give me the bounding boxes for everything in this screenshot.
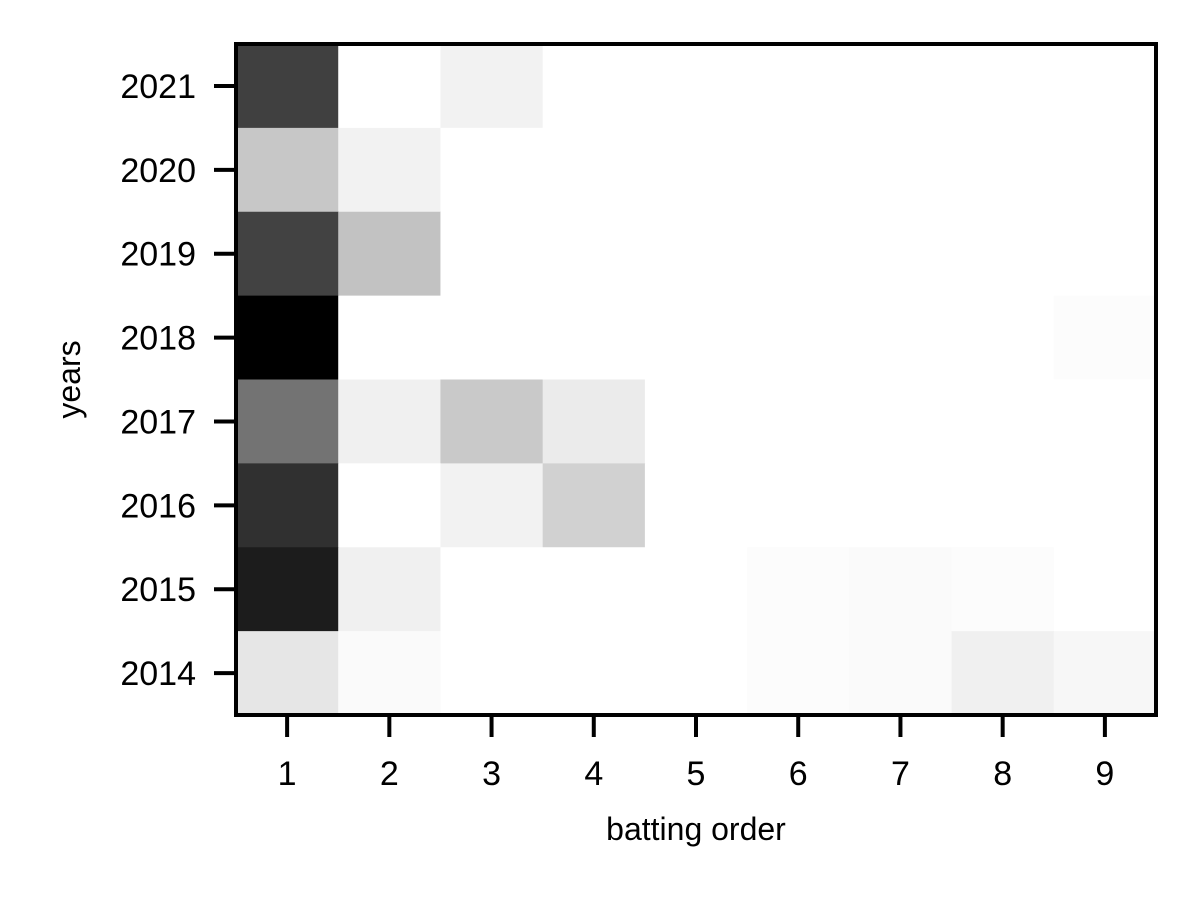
x-tick-label-7: 7 bbox=[891, 755, 910, 793]
heatmap-cell-2021-9 bbox=[1053, 44, 1157, 129]
y-tick-label-2014: 2014 bbox=[120, 655, 196, 693]
heatmap-cell-2014-1 bbox=[236, 631, 339, 716]
heatmap-cell-2015-5 bbox=[644, 547, 748, 632]
heatmap-cell-2017-3 bbox=[440, 379, 544, 464]
heatmap-cell-2016-6 bbox=[747, 463, 850, 548]
heatmap-cell-2020-8 bbox=[951, 127, 1055, 213]
heatmap-cell-2017-8 bbox=[951, 379, 1055, 464]
heatmap-cell-2019-1 bbox=[236, 211, 339, 297]
heatmap-cell-2019-5 bbox=[644, 211, 748, 297]
x-tick-label-5: 5 bbox=[687, 755, 706, 793]
heatmap-cell-2018-3 bbox=[440, 295, 544, 380]
heatmap-cell-2017-9 bbox=[1053, 379, 1157, 464]
heatmap-cell-2016-9 bbox=[1053, 463, 1157, 548]
heatmap-cell-2014-5 bbox=[644, 631, 748, 716]
heatmap-cell-2016-8 bbox=[951, 463, 1055, 548]
x-tick-label-1: 1 bbox=[278, 755, 297, 793]
heatmap-cell-2020-7 bbox=[849, 127, 953, 213]
heatmap-cell-2014-6 bbox=[747, 631, 850, 716]
heatmap-cell-2019-9 bbox=[1053, 211, 1157, 297]
heatmap-cell-2017-5 bbox=[644, 379, 748, 464]
heatmap-cell-2017-4 bbox=[542, 379, 646, 464]
heatmap-cell-2015-1 bbox=[236, 547, 339, 632]
heatmap-cell-2017-2 bbox=[338, 379, 441, 464]
y-tick-label-2020: 2020 bbox=[120, 152, 196, 190]
heatmap-cell-2021-6 bbox=[747, 44, 850, 129]
heatmap-cell-2019-7 bbox=[849, 211, 953, 297]
y-tick-label-2019: 2019 bbox=[120, 236, 196, 274]
heatmap-cell-2018-5 bbox=[644, 295, 748, 380]
x-tick-label-4: 4 bbox=[584, 755, 603, 793]
heatmap-cell-2015-6 bbox=[747, 547, 850, 632]
heatmap-cell-2020-2 bbox=[338, 127, 441, 213]
heatmap-cell-2016-7 bbox=[849, 463, 953, 548]
heatmap-cell-2015-3 bbox=[440, 547, 544, 632]
heatmap-cell-2021-7 bbox=[849, 44, 953, 129]
heatmap-cell-2015-7 bbox=[849, 547, 953, 632]
x-tick-label-6: 6 bbox=[789, 755, 808, 793]
x-axis-label: batting order bbox=[606, 811, 786, 847]
heatmap-cell-2019-8 bbox=[951, 211, 1055, 297]
heatmap-cell-2017-6 bbox=[747, 379, 850, 464]
heatmap-cell-2020-1 bbox=[236, 127, 339, 213]
heatmap-cell-2016-3 bbox=[440, 463, 544, 548]
heatmap-cell-2020-5 bbox=[644, 127, 748, 213]
x-tick-label-3: 3 bbox=[482, 755, 501, 793]
heatmap-cell-2020-9 bbox=[1053, 127, 1157, 213]
heatmap-cell-2018-1 bbox=[236, 295, 339, 380]
heatmap-cell-2019-4 bbox=[542, 211, 646, 297]
y-axis-label: years bbox=[51, 340, 87, 418]
heatmap-cell-2017-1 bbox=[236, 379, 339, 464]
x-tick-label-8: 8 bbox=[993, 755, 1012, 793]
heatmap-cell-2014-3 bbox=[440, 631, 544, 716]
heatmap-cells bbox=[236, 44, 1157, 716]
heatmap-cell-2014-9 bbox=[1053, 631, 1157, 716]
y-tick-label-2016: 2016 bbox=[120, 487, 196, 525]
y-tick-label-2017: 2017 bbox=[120, 403, 196, 441]
x-tick-label-9: 9 bbox=[1095, 755, 1114, 793]
heatmap-cell-2016-5 bbox=[644, 463, 748, 548]
heatmap-cell-2018-9 bbox=[1053, 295, 1157, 380]
heatmap-cell-2020-4 bbox=[542, 127, 646, 213]
heatmap-cell-2018-6 bbox=[747, 295, 850, 380]
heatmap-cell-2015-2 bbox=[338, 547, 441, 632]
heatmap-cell-2019-2 bbox=[338, 211, 441, 297]
heatmap-cell-2021-5 bbox=[644, 44, 748, 129]
heatmap-cell-2018-2 bbox=[338, 295, 441, 380]
y-axis-ticks: 2021 2020 2019 2018 2017 2016 2015 2014 bbox=[120, 68, 236, 693]
heatmap-cell-2021-1 bbox=[236, 44, 339, 129]
heatmap-cell-2021-2 bbox=[338, 44, 441, 129]
heatmap-cell-2021-4 bbox=[542, 44, 646, 129]
heatmap-cell-2014-2 bbox=[338, 631, 441, 716]
heatmap-cell-2015-4 bbox=[542, 547, 646, 632]
heatmap-cell-2020-3 bbox=[440, 127, 544, 213]
heatmap-cell-2015-9 bbox=[1053, 547, 1157, 632]
heatmap-cell-2020-6 bbox=[747, 127, 850, 213]
heatmap-cell-2014-8 bbox=[951, 631, 1055, 716]
heatmap-cell-2016-4 bbox=[542, 463, 646, 548]
heatmap-cell-2019-3 bbox=[440, 211, 544, 297]
heatmap-cell-2018-7 bbox=[849, 295, 953, 380]
y-tick-label-2018: 2018 bbox=[120, 320, 196, 358]
x-tick-label-2: 2 bbox=[380, 755, 399, 793]
heatmap-cell-2017-7 bbox=[849, 379, 953, 464]
heatmap-cell-2014-7 bbox=[849, 631, 953, 716]
heatmap-cell-2018-8 bbox=[951, 295, 1055, 380]
heatmap-cell-2019-6 bbox=[747, 211, 850, 297]
heatmap-cell-2021-3 bbox=[440, 44, 544, 129]
x-axis-ticks: 1 2 3 4 5 6 7 8 9 bbox=[278, 715, 1114, 793]
y-tick-label-2021: 2021 bbox=[120, 68, 196, 106]
heatmap-cell-2016-1 bbox=[236, 463, 339, 548]
heatmap-cell-2014-4 bbox=[542, 631, 646, 716]
heatmap-cell-2018-4 bbox=[542, 295, 646, 380]
heatmap-cell-2016-2 bbox=[338, 463, 441, 548]
heatmap-cell-2021-8 bbox=[951, 44, 1055, 129]
heatmap-cell-2015-8 bbox=[951, 547, 1055, 632]
y-tick-label-2015: 2015 bbox=[120, 571, 196, 609]
